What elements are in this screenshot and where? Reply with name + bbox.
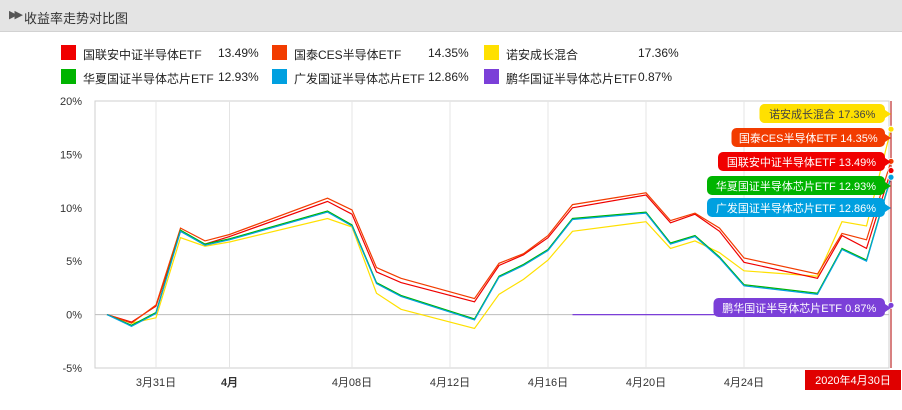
panel-header: ▶▶ 收益率走势对比图 (0, 0, 902, 32)
tooltip-label: 国联安中证半导体ETF 13.49% (727, 155, 876, 169)
tooltip-box (718, 152, 885, 171)
tooltip-box (713, 298, 885, 317)
tooltip-label: 华夏国证半导体芯片ETF 12.93% (716, 179, 876, 193)
tooltip-label: 国泰CES半导体ETF 14.35% (739, 131, 878, 145)
crosshair-date-box (805, 370, 901, 390)
legend-series-value: 13.49% (218, 46, 259, 60)
end-point-marker[interactable] (887, 173, 895, 181)
double-chevron-right-icon[interactable]: ▶▶ (9, 9, 23, 21)
tooltip-label: 诺安成长混合 17.36% (769, 107, 876, 121)
legend-series-value: 0.87% (638, 70, 673, 84)
tooltip-label: 广发国证半导体芯片ETF 12.86% (716, 201, 876, 215)
x-tick-label: 3月31日 (136, 377, 176, 389)
tooltip-box (759, 104, 885, 123)
legend-series-name: 鹏华国证半导体芯片ETF (506, 72, 637, 86)
y-tick-label: 20% (60, 96, 82, 108)
y-tick-label: -5% (62, 363, 82, 375)
panel-title: 收益率走势对比图 (24, 11, 129, 26)
legend-series-value: 14.35% (428, 46, 469, 60)
tooltip-pointer (885, 110, 891, 118)
end-point-marker[interactable] (887, 301, 895, 309)
tooltip-pointer (885, 134, 891, 142)
tooltip-box (707, 198, 885, 217)
tooltip-pointer (885, 158, 891, 166)
y-tick-label: 5% (66, 256, 82, 268)
legend-swatch (484, 45, 499, 60)
x-tick-label: 4月12日 (430, 377, 470, 389)
x-tick-label: 4月20日 (626, 377, 666, 389)
tooltip-label: 鹏华国证半导体芯片ETF 0.87% (722, 301, 876, 315)
series-line (106, 177, 892, 327)
end-point-marker[interactable] (887, 125, 895, 133)
y-tick-label: 15% (60, 149, 82, 161)
x-tick-label: 4月08日 (332, 377, 372, 389)
legend-series-value: 12.86% (428, 70, 469, 84)
crosshair-date-label: 2020年4月30日 (815, 373, 891, 387)
legend-series-name: 国联安中证半导体ETF (83, 48, 202, 62)
tooltip-pointer (885, 204, 891, 212)
tooltip-box (707, 176, 885, 195)
legend-series-name: 国泰CES半导体ETF (294, 48, 402, 62)
x-tick-label: 4月16日 (528, 377, 568, 389)
tooltip-box (731, 128, 885, 147)
tooltip-pointer (885, 304, 891, 312)
legend-series-value: 12.93% (218, 70, 259, 84)
legend-swatch (484, 69, 499, 84)
legend-swatch (61, 69, 76, 84)
end-point-marker[interactable] (887, 167, 895, 174)
y-tick-label: 10% (60, 203, 82, 215)
y-tick-label: 0% (66, 310, 82, 322)
legend-swatch (272, 45, 287, 60)
series-line (106, 129, 892, 330)
tooltip-pointer (885, 182, 891, 190)
x-tick-label: 4月24日 (724, 377, 764, 389)
legend-series-name: 诺安成长混合 (506, 48, 579, 62)
x-tick-label: 4月 (221, 376, 238, 389)
series-line (106, 176, 892, 326)
legend-series-name: 华夏国证半导体芯片ETF (83, 72, 214, 86)
legend-series-name: 广发国证半导体芯片ETF (294, 72, 425, 86)
legend-swatch (272, 69, 287, 84)
legend-series-value: 17.36% (638, 46, 679, 60)
legend-swatch (61, 45, 76, 60)
series-line (106, 161, 892, 324)
